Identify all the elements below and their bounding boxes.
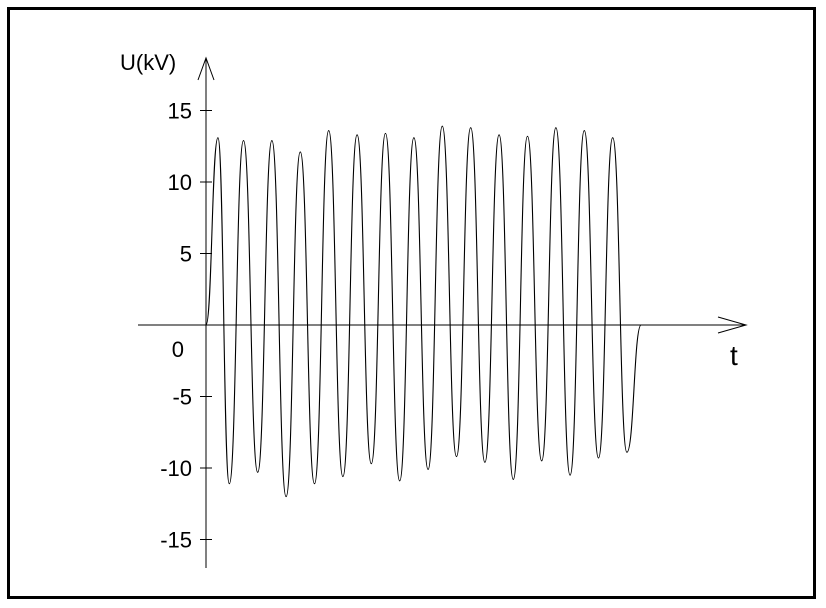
y-tick-label: -5 xyxy=(172,385,192,410)
y-tick-label: 15 xyxy=(168,99,192,124)
y-ticks: 15 10 5 0 -5 -10 -15 xyxy=(160,99,212,553)
voltage-series-line xyxy=(205,125,679,498)
axes: U(kV) t xyxy=(120,50,748,568)
chart-frame: U(kV) t 15 10 5 0 -5 -10 -15 xyxy=(7,7,816,599)
y-tick-label: 10 xyxy=(168,170,192,195)
y-axis-label: U(kV) xyxy=(120,50,176,75)
y-tick-label: 5 xyxy=(180,242,192,267)
y-tick-label: -15 xyxy=(160,528,192,553)
x-axis-label: t xyxy=(730,340,738,371)
voltage-chart: U(kV) t 15 10 5 0 -5 -10 -15 xyxy=(120,50,748,568)
x-axis-arrow xyxy=(717,316,748,334)
y-tick-label: 0 xyxy=(172,337,184,362)
y-axis-arrow xyxy=(197,56,215,81)
y-tick-label: -10 xyxy=(160,456,192,481)
series-group xyxy=(205,125,679,498)
